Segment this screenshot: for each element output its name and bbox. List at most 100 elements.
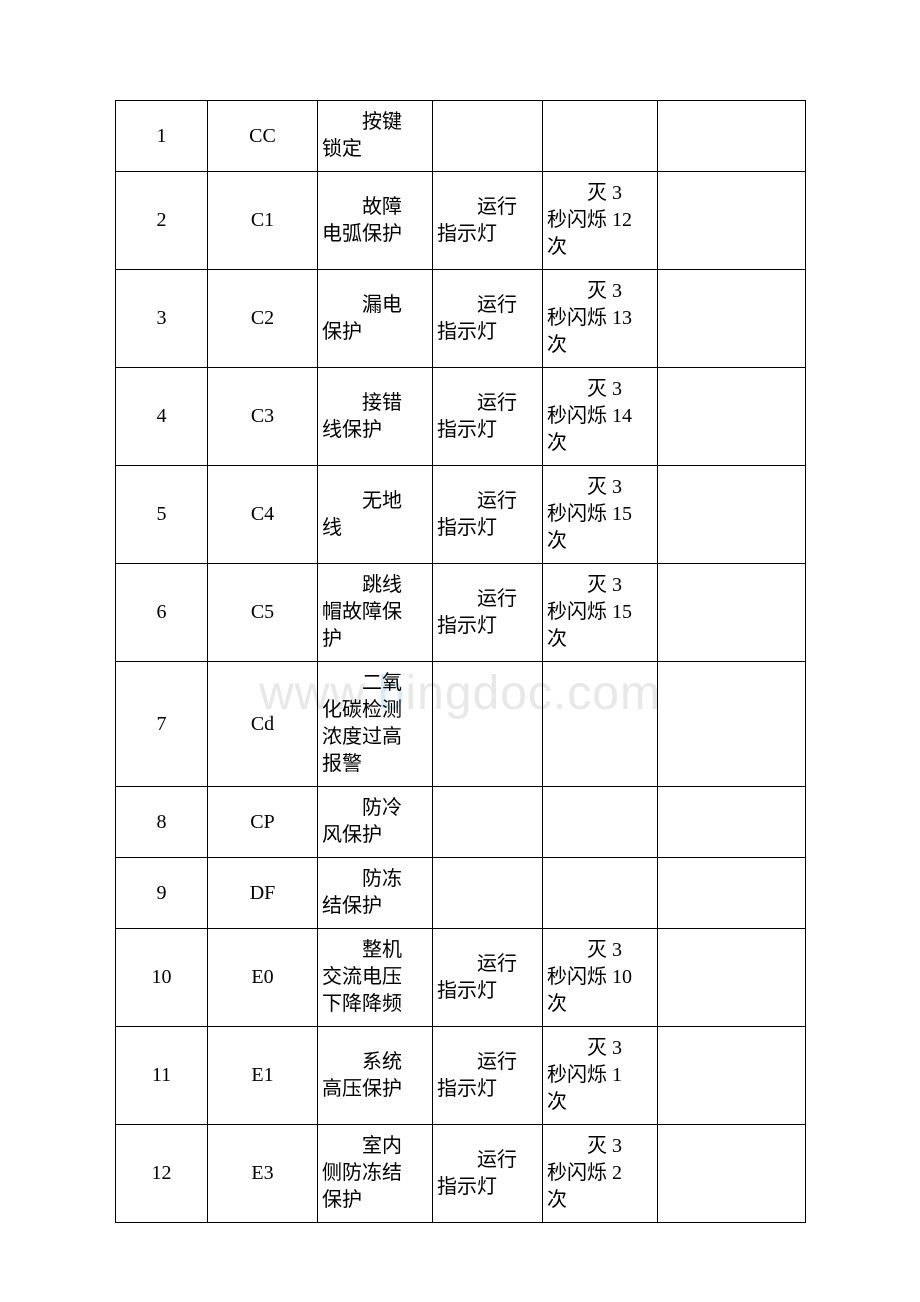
desc-line: 故障 [322, 194, 428, 221]
cell-code: C1 [208, 172, 318, 270]
indicator-line: 运行 [437, 488, 538, 515]
cell-indicator: 运行指示灯 [433, 1027, 543, 1125]
light-line: 秒闪烁 15 [547, 599, 653, 626]
cell-indicator: 运行指示灯 [433, 1125, 543, 1223]
desc-line: 跳线 [322, 572, 428, 599]
desc-line: 高压保护 [322, 1076, 428, 1103]
light-line: 次 [547, 626, 653, 653]
indicator-line: 运行 [437, 586, 538, 613]
indicator-line: 运行 [437, 1049, 538, 1076]
cell-code: C4 [208, 466, 318, 564]
cell-desc: 二氧化碳检测浓度过高报警 [318, 662, 433, 787]
cell-indicator [433, 858, 543, 929]
cell-light: 灭 3秒闪烁 14次 [543, 368, 658, 466]
error-code-table: 1 CC 按键锁定 2 C1 故障电弧保护 运行指示灯 灭 3秒闪烁 12次 3… [115, 100, 806, 1223]
indicator-line: 运行 [437, 951, 538, 978]
cell-light [543, 858, 658, 929]
table-row: 4 C3 接错线保护 运行指示灯 灭 3秒闪烁 14次 [116, 368, 806, 466]
desc-line: 系统 [322, 1049, 428, 1076]
table-row: 7 Cd 二氧化碳检测浓度过高报警 [116, 662, 806, 787]
desc-line: 防冷 [322, 795, 428, 822]
light-line: 次 [547, 991, 653, 1018]
cell-code: DF [208, 858, 318, 929]
cell-desc: 接错线保护 [318, 368, 433, 466]
light-line: 灭 3 [547, 937, 653, 964]
desc-line: 化碳检测 [322, 697, 428, 724]
light-line: 秒闪烁 13 [547, 305, 653, 332]
light-line: 次 [547, 332, 653, 359]
desc-line: 电弧保护 [322, 221, 428, 248]
light-line: 灭 3 [547, 474, 653, 501]
cell-light: 灭 3秒闪烁 15次 [543, 466, 658, 564]
light-line: 次 [547, 1089, 653, 1116]
cell-indicator: 运行指示灯 [433, 270, 543, 368]
light-line: 灭 3 [547, 1035, 653, 1062]
desc-line: 浓度过高 [322, 724, 428, 751]
indicator-line: 指示灯 [437, 1076, 538, 1103]
cell-note [658, 1125, 806, 1223]
desc-line: 线保护 [322, 417, 428, 444]
cell-num: 9 [116, 858, 208, 929]
light-line: 秒闪烁 2 [547, 1160, 653, 1187]
cell-indicator: 运行指示灯 [433, 368, 543, 466]
cell-num: 6 [116, 564, 208, 662]
cell-num: 5 [116, 466, 208, 564]
table-row: 9 DF 防冻结保护 [116, 858, 806, 929]
indicator-line: 运行 [437, 390, 538, 417]
light-line: 次 [547, 430, 653, 457]
cell-desc: 系统高压保护 [318, 1027, 433, 1125]
cell-light [543, 787, 658, 858]
light-line: 次 [547, 234, 653, 261]
light-line: 灭 3 [547, 278, 653, 305]
cell-note [658, 787, 806, 858]
cell-light: 灭 3秒闪烁 13次 [543, 270, 658, 368]
desc-line: 护 [322, 626, 428, 653]
cell-light [543, 662, 658, 787]
cell-note [658, 101, 806, 172]
table-row: 8 CP 防冷风保护 [116, 787, 806, 858]
desc-line: 保护 [322, 1187, 428, 1214]
cell-num: 2 [116, 172, 208, 270]
desc-line: 接错 [322, 390, 428, 417]
cell-code: E0 [208, 929, 318, 1027]
cell-num: 8 [116, 787, 208, 858]
cell-indicator [433, 101, 543, 172]
light-line: 灭 3 [547, 1133, 653, 1160]
cell-note [658, 929, 806, 1027]
table-row: 3 C2 漏电保护 运行指示灯 灭 3秒闪烁 13次 [116, 270, 806, 368]
light-line: 秒闪烁 14 [547, 403, 653, 430]
table-row: 12 E3 室内侧防冻结保护 运行指示灯 灭 3秒闪烁 2次 [116, 1125, 806, 1223]
cell-indicator: 运行指示灯 [433, 466, 543, 564]
cell-note [658, 368, 806, 466]
cell-desc: 漏电保护 [318, 270, 433, 368]
light-line: 秒闪烁 1 [547, 1062, 653, 1089]
table-row: 2 C1 故障电弧保护 运行指示灯 灭 3秒闪烁 12次 [116, 172, 806, 270]
cell-code: C5 [208, 564, 318, 662]
desc-line: 下降降频 [322, 991, 428, 1018]
cell-indicator: 运行指示灯 [433, 172, 543, 270]
cell-num: 11 [116, 1027, 208, 1125]
cell-light: 灭 3秒闪烁 1次 [543, 1027, 658, 1125]
cell-note [658, 270, 806, 368]
cell-code: C3 [208, 368, 318, 466]
light-line: 灭 3 [547, 180, 653, 207]
cell-light: 灭 3秒闪烁 12次 [543, 172, 658, 270]
table-row: 6 C5 跳线帽故障保护 运行指示灯 灭 3秒闪烁 15次 [116, 564, 806, 662]
desc-line: 整机 [322, 937, 428, 964]
indicator-line: 运行 [437, 1147, 538, 1174]
indicator-line: 运行 [437, 194, 538, 221]
desc-line: 防冻 [322, 866, 428, 893]
cell-light: 灭 3秒闪烁 15次 [543, 564, 658, 662]
table-row: 1 CC 按键锁定 [116, 101, 806, 172]
cell-note [658, 466, 806, 564]
cell-num: 10 [116, 929, 208, 1027]
table-row: 5 C4 无地线 运行指示灯 灭 3秒闪烁 15次 [116, 466, 806, 564]
indicator-line: 指示灯 [437, 515, 538, 542]
cell-indicator: 运行指示灯 [433, 929, 543, 1027]
cell-num: 1 [116, 101, 208, 172]
table-row: 11 E1 系统高压保护 运行指示灯 灭 3秒闪烁 1次 [116, 1027, 806, 1125]
light-line: 次 [547, 1187, 653, 1214]
light-line: 秒闪烁 10 [547, 964, 653, 991]
cell-num: 3 [116, 270, 208, 368]
cell-light [543, 101, 658, 172]
